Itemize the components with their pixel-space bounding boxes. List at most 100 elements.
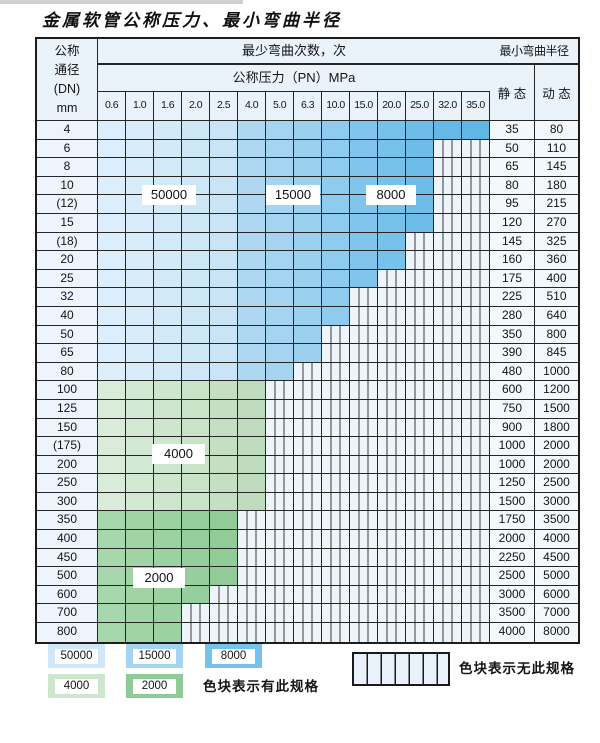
spec-cell	[406, 139, 434, 158]
spec-cell	[322, 121, 350, 139]
table-row: 20 160 360	[37, 251, 578, 270]
spec-cell	[182, 585, 210, 604]
spec-cell	[126, 325, 154, 344]
no-spec-cell	[434, 418, 462, 437]
spec-cell	[294, 158, 322, 176]
spec-cell	[266, 344, 294, 362]
legend-item: 8000	[205, 644, 262, 668]
pressure-column-header: 1.6	[154, 92, 182, 120]
spec-cell	[322, 269, 350, 288]
dynamic-value-cell: 8000	[535, 623, 578, 642]
spec-cell	[154, 381, 182, 399]
legend-value: 2000	[133, 678, 176, 694]
dn-cell: 350	[37, 511, 98, 530]
dn-cell: 250	[37, 474, 98, 492]
spec-cell	[126, 585, 154, 604]
dynamic-value-cell: 2500	[535, 474, 578, 492]
spec-cell	[126, 288, 154, 306]
spec-cell	[182, 418, 210, 437]
spec-cell	[238, 492, 266, 511]
spec-cell	[238, 269, 266, 288]
no-spec-cell	[378, 288, 406, 306]
spec-cell	[322, 232, 350, 251]
legend-value: 15000	[133, 648, 176, 664]
spec-cell	[98, 158, 126, 176]
no-spec-cell	[434, 511, 462, 530]
no-spec-cell	[434, 213, 462, 232]
no-spec-cell	[434, 567, 462, 585]
spec-cell	[98, 511, 126, 530]
dynamic-value-cell: 325	[535, 232, 578, 251]
pressure-column-header: 25.0	[406, 92, 434, 120]
legend-value: 50000	[55, 648, 98, 664]
radius-section: 最小弯曲半径 静 态 动 态	[490, 39, 578, 120]
spec-cell	[182, 530, 210, 548]
no-spec-cell	[378, 455, 406, 474]
bend-cycles-header: 最少弯曲次数，次	[98, 39, 490, 65]
scan-artifact-strip	[0, 0, 243, 4]
dn-cell: 40	[37, 306, 98, 325]
dn-cell: 100	[37, 381, 98, 399]
spec-cell	[98, 325, 126, 344]
spec-cell	[210, 362, 238, 381]
spec-cell	[182, 474, 210, 492]
spec-cell	[98, 213, 126, 232]
no-spec-cell	[350, 437, 378, 455]
no-spec-cell	[322, 455, 350, 474]
spec-cell	[238, 344, 266, 362]
static-value-cell: 750	[490, 399, 535, 418]
spec-cell	[406, 213, 434, 232]
no-spec-cell	[210, 604, 238, 623]
spec-cell	[154, 362, 182, 381]
dn-cell: 125	[37, 399, 98, 418]
no-spec-cell	[238, 548, 266, 567]
dn-cell: (18)	[37, 232, 98, 251]
static-value-cell: 1750	[490, 511, 535, 530]
spec-cell	[98, 362, 126, 381]
no-spec-cell	[322, 548, 350, 567]
no-spec-cell	[406, 548, 434, 567]
no-spec-cell	[350, 288, 378, 306]
table-row: 700 3500 7000	[37, 604, 578, 624]
spec-cell	[154, 474, 182, 492]
spec-cell	[378, 213, 406, 232]
no-spec-cell	[462, 399, 490, 418]
table-row: 4 35 80	[37, 121, 578, 140]
spec-cell	[322, 251, 350, 269]
spec-cell	[182, 548, 210, 567]
spec-cell	[126, 548, 154, 567]
static-value-cell: 95	[490, 195, 535, 213]
static-value-cell: 480	[490, 362, 535, 381]
spec-cell	[238, 437, 266, 455]
dn-cell: 400	[37, 530, 98, 548]
no-spec-cell	[462, 437, 490, 455]
dn-cell: 8	[37, 158, 98, 176]
no-spec-cell	[294, 418, 322, 437]
spec-cell	[238, 362, 266, 381]
no-spec-cell	[322, 362, 350, 381]
no-spec-cell	[378, 306, 406, 325]
cycle-label-50000: 50000	[142, 185, 196, 205]
no-spec-cell	[462, 344, 490, 362]
table-row: 8 65 145	[37, 158, 578, 177]
no-spec-cell	[434, 232, 462, 251]
dn-cell: 10	[37, 176, 98, 195]
spec-cell	[182, 288, 210, 306]
no-spec-cell	[294, 623, 322, 642]
no-spec-cell	[322, 623, 350, 642]
dynamic-value-cell: 1500	[535, 399, 578, 418]
no-spec-cell	[406, 251, 434, 269]
table-row: 300 1500 3000	[37, 492, 578, 512]
no-spec-cell	[350, 399, 378, 418]
spec-cell	[126, 474, 154, 492]
no-spec-cell	[266, 567, 294, 585]
static-value-cell: 600	[490, 381, 535, 399]
spec-cell	[210, 492, 238, 511]
static-value-cell: 280	[490, 306, 535, 325]
spec-cell	[98, 381, 126, 399]
no-spec-cell	[434, 604, 462, 623]
spec-cell	[294, 269, 322, 288]
spec-cell	[126, 232, 154, 251]
dn-cell: 600	[37, 585, 98, 604]
spec-cell	[182, 269, 210, 288]
